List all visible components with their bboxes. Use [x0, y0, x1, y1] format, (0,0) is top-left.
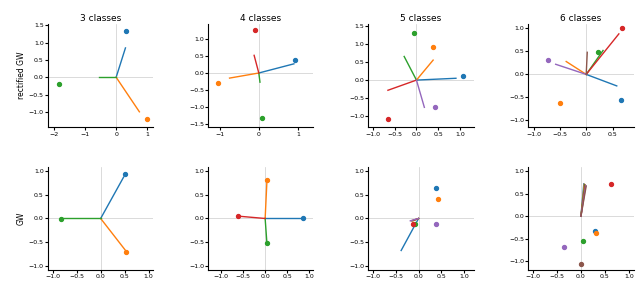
- Point: [289, 58, 300, 63]
- Point: [233, 214, 243, 219]
- Point: [543, 57, 554, 62]
- Point: [262, 178, 273, 182]
- Point: [409, 31, 419, 35]
- Title: 3 classes: 3 classes: [80, 14, 122, 23]
- Title: 5 classes: 5 classes: [400, 14, 442, 23]
- Point: [578, 238, 588, 243]
- Point: [120, 171, 130, 176]
- Point: [142, 116, 152, 121]
- Point: [410, 222, 420, 227]
- Y-axis label: GW: GW: [17, 212, 26, 225]
- Point: [590, 228, 600, 233]
- Title: 4 classes: 4 classes: [240, 14, 282, 23]
- Point: [428, 44, 438, 49]
- Title: 6 classes: 6 classes: [560, 14, 602, 23]
- Point: [616, 97, 627, 102]
- Point: [298, 215, 308, 220]
- Point: [591, 231, 602, 236]
- Point: [212, 80, 223, 85]
- Point: [54, 82, 64, 86]
- Point: [257, 116, 267, 120]
- Point: [433, 196, 443, 201]
- Point: [431, 186, 441, 190]
- Point: [56, 217, 67, 222]
- Point: [605, 181, 616, 186]
- Point: [617, 26, 627, 31]
- Point: [408, 222, 418, 227]
- Point: [250, 28, 260, 32]
- Point: [559, 244, 570, 249]
- Y-axis label: rectified GW: rectified GW: [17, 52, 26, 99]
- Point: [120, 250, 131, 255]
- Point: [431, 222, 441, 227]
- Point: [593, 50, 603, 55]
- Point: [262, 241, 273, 245]
- Point: [555, 101, 565, 105]
- Point: [430, 104, 440, 109]
- Point: [383, 117, 393, 121]
- Point: [582, 15, 593, 19]
- Point: [576, 261, 586, 266]
- Point: [121, 28, 131, 33]
- Point: [458, 74, 468, 79]
